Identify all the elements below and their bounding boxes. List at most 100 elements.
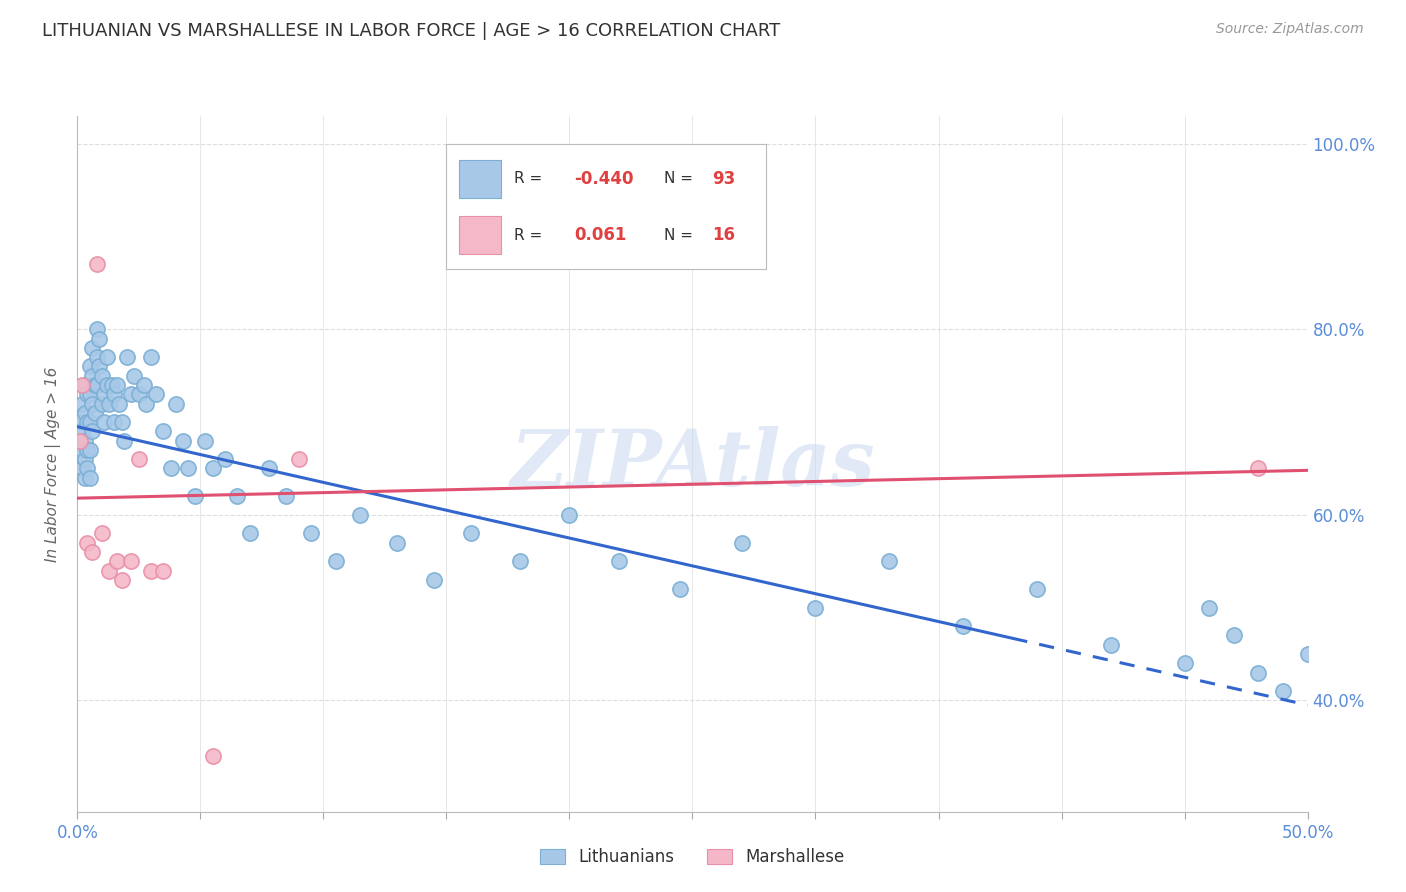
Point xyxy=(669,582,692,596)
Point xyxy=(201,461,224,475)
Point xyxy=(73,434,96,448)
Point xyxy=(509,554,531,568)
Point xyxy=(214,452,236,467)
Point xyxy=(184,489,207,503)
Point xyxy=(194,434,217,448)
Point xyxy=(128,387,150,401)
Point xyxy=(299,526,322,541)
Point xyxy=(79,442,101,457)
Point xyxy=(1247,665,1270,680)
Point xyxy=(83,406,105,420)
Point xyxy=(558,508,581,522)
Point xyxy=(804,600,827,615)
Point xyxy=(103,415,125,429)
Point xyxy=(165,396,187,410)
Point xyxy=(121,554,143,568)
Point xyxy=(76,387,98,401)
Point xyxy=(1198,600,1220,615)
Point xyxy=(879,554,901,568)
Point xyxy=(288,452,311,467)
Point xyxy=(132,378,155,392)
Point xyxy=(79,415,101,429)
Point xyxy=(70,442,93,457)
Point xyxy=(201,749,224,764)
Point xyxy=(1322,665,1344,680)
Point xyxy=(121,387,143,401)
Point xyxy=(82,396,104,410)
Point xyxy=(83,378,105,392)
Text: ZIPAtlas: ZIPAtlas xyxy=(510,425,875,502)
Point xyxy=(423,573,446,587)
Point xyxy=(73,452,96,467)
Point xyxy=(731,535,754,549)
Point xyxy=(160,461,183,475)
Point xyxy=(135,396,157,410)
Point xyxy=(1371,712,1393,726)
Point xyxy=(82,545,104,559)
Point xyxy=(73,406,96,420)
Point xyxy=(1296,647,1319,661)
Point xyxy=(70,378,93,392)
Point xyxy=(98,564,121,578)
Point xyxy=(1099,638,1122,652)
Point xyxy=(96,350,118,364)
Point xyxy=(112,434,135,448)
Point xyxy=(76,415,98,429)
Point xyxy=(70,396,93,410)
Point xyxy=(1346,693,1368,707)
Point xyxy=(79,387,101,401)
Point xyxy=(90,396,114,410)
Point xyxy=(177,461,200,475)
Point xyxy=(86,322,108,336)
Point xyxy=(69,415,91,429)
Point xyxy=(145,387,167,401)
Point xyxy=(349,508,371,522)
Point xyxy=(325,554,347,568)
Point xyxy=(89,332,111,346)
Point xyxy=(76,461,98,475)
Point xyxy=(76,442,98,457)
Point xyxy=(141,564,163,578)
Point xyxy=(86,257,108,271)
Text: Source: ZipAtlas.com: Source: ZipAtlas.com xyxy=(1216,22,1364,37)
Text: LITHUANIAN VS MARSHALLESE IN LABOR FORCE | AGE > 16 CORRELATION CHART: LITHUANIAN VS MARSHALLESE IN LABOR FORCE… xyxy=(42,22,780,40)
Point xyxy=(115,350,138,364)
Point xyxy=(93,387,115,401)
Point xyxy=(76,535,98,549)
Legend: Lithuanians, Marshallese: Lithuanians, Marshallese xyxy=(533,842,852,873)
Point xyxy=(387,535,409,549)
Point xyxy=(70,425,93,439)
Point xyxy=(141,350,163,364)
Point xyxy=(82,425,104,439)
Point xyxy=(93,415,115,429)
Point xyxy=(152,425,174,439)
Point xyxy=(79,471,101,485)
Point xyxy=(239,526,262,541)
Point xyxy=(90,526,114,541)
Point xyxy=(69,434,91,448)
Point xyxy=(105,554,128,568)
Point xyxy=(69,434,91,448)
Point xyxy=(1026,582,1049,596)
Point xyxy=(276,489,298,503)
Point xyxy=(108,396,131,410)
Point xyxy=(103,387,125,401)
Point xyxy=(73,378,96,392)
Point xyxy=(152,564,174,578)
Point xyxy=(82,341,104,355)
Point xyxy=(111,415,132,429)
Point xyxy=(952,619,974,633)
Point xyxy=(607,554,630,568)
Point xyxy=(96,378,118,392)
Point xyxy=(460,526,482,541)
Point xyxy=(90,368,114,383)
Point xyxy=(122,368,145,383)
Point xyxy=(101,378,124,392)
Point xyxy=(105,378,128,392)
Point xyxy=(259,461,281,475)
Point xyxy=(1247,461,1270,475)
Point xyxy=(1272,684,1295,698)
Point xyxy=(98,396,121,410)
Point xyxy=(70,461,93,475)
Point xyxy=(89,359,111,374)
